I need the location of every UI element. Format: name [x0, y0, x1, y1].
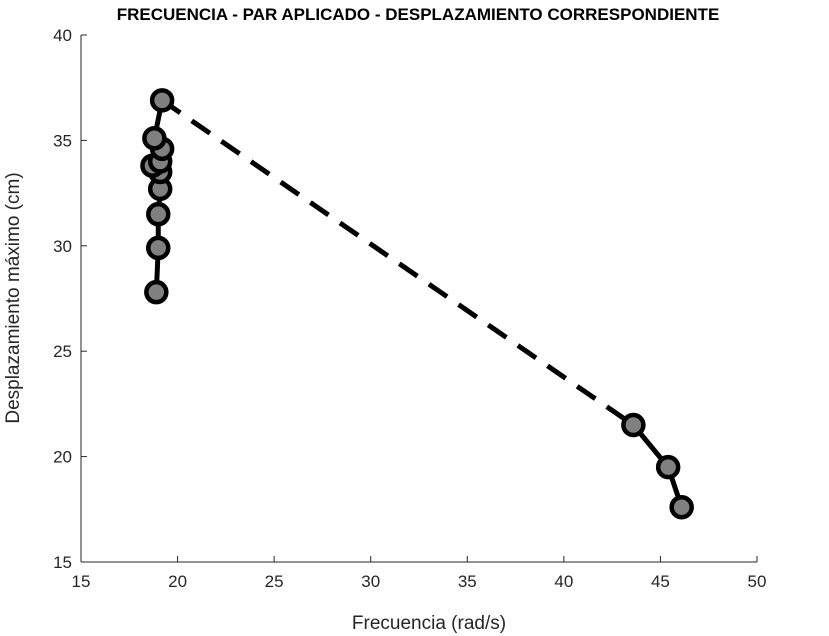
- x-tick-label: 35: [458, 572, 477, 591]
- x-tick-label: 45: [651, 572, 670, 591]
- x-tick-label: 30: [361, 572, 380, 591]
- data-point: [655, 454, 681, 480]
- data-point: [146, 235, 171, 261]
- x-tick-label: 20: [168, 572, 187, 591]
- axes: [80, 34, 758, 563]
- x-tick-label: 40: [554, 572, 573, 591]
- tick-labels: 15 20 25 30 35 40 45 50 15 20 25 30 35 40: [53, 26, 766, 591]
- x-tick-label: 50: [748, 572, 767, 591]
- data-series: [140, 88, 694, 520]
- y-tick-label: 35: [53, 131, 72, 150]
- y-tick-label: 15: [53, 553, 72, 572]
- x-tick-label: 25: [265, 572, 284, 591]
- y-tick-label: 40: [53, 26, 72, 45]
- x-axis-label: Frecuencia (rad/s): [352, 613, 506, 634]
- x-tick-label: 15: [72, 572, 91, 591]
- y-tick-label: 25: [53, 342, 72, 361]
- data-point: [149, 88, 175, 113]
- y-axis-label: Desplazamiento máximo (cm): [3, 172, 24, 423]
- y-tick-label: 20: [53, 448, 72, 467]
- data-point: [142, 126, 167, 151]
- series-line-dashed: [160, 98, 635, 428]
- y-tick-label: 30: [53, 237, 72, 256]
- data-point: [144, 279, 169, 305]
- data-point: [621, 412, 646, 438]
- data-point: [669, 494, 694, 520]
- data-point: [146, 201, 171, 227]
- chart-title: FRECUENCIA - PAR APLICADO - DESPLAZAMIEN…: [117, 5, 720, 24]
